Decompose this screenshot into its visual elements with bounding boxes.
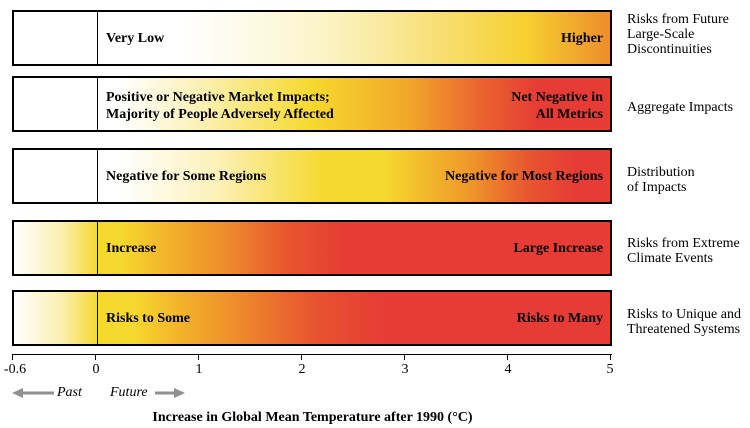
risk-row-discontinuities: Very Low Higher [12, 10, 612, 66]
row-right-label: Risks to Many [516, 311, 603, 326]
zero-divider [97, 150, 98, 202]
future-arrow-icon [155, 388, 185, 398]
risk-row-unique-systems: Risks to Some Risks to Many [12, 290, 612, 346]
x-tick-label: 0 [92, 362, 100, 377]
risk-row-distribution: Negative for Some Regions Negative for M… [12, 148, 612, 204]
row-left-label: Risks to Some [106, 311, 191, 326]
row-left-label: Positive or Negative Market Impacts; Majo… [106, 90, 334, 122]
past-label: Past [57, 385, 82, 400]
risk-row-extreme-events: Increase Large Increase [12, 220, 612, 276]
future-label: Future [110, 385, 148, 400]
x-tick [507, 354, 508, 360]
x-axis-line [12, 354, 612, 355]
past-arrow-icon [12, 388, 54, 398]
past-segment [14, 12, 97, 64]
x-tick-label: 3 [401, 362, 409, 377]
x-tick-label: -0.6 [3, 362, 27, 377]
row-left-label: Increase [106, 241, 157, 256]
row-description: Risks from Future Large-Scale Discontinuit… [627, 12, 729, 57]
x-tick [610, 354, 611, 360]
past-segment [14, 78, 97, 130]
x-tick-label: 2 [298, 362, 306, 377]
x-tick [404, 354, 405, 360]
x-tick [301, 354, 302, 360]
x-axis-title: Increase in Global Mean Temperature afte… [152, 410, 473, 425]
zero-divider [97, 12, 98, 64]
row-description: Risks to Unique and Threatened Systems [627, 307, 741, 337]
row-description: Risks from Extreme Climate Events [627, 236, 740, 266]
row-right-label: Large Increase [513, 241, 603, 256]
x-tick [198, 354, 199, 360]
x-tick-label: 5 [606, 362, 614, 377]
row-left-label: Very Low [106, 31, 165, 46]
x-tick [95, 354, 96, 360]
row-description: Aggregate Impacts [627, 100, 734, 115]
past-segment [14, 150, 97, 202]
x-tick-label: 1 [195, 362, 203, 377]
row-left-label: Negative for Some Regions [106, 169, 267, 184]
row-right-label: Net Negative in All Metrics [511, 90, 603, 122]
zero-divider [97, 292, 98, 344]
row-right-label: Negative for Most Regions [445, 169, 603, 184]
x-tick-label: 4 [504, 362, 512, 377]
row-right-label: Higher [561, 31, 603, 46]
zero-divider [97, 222, 98, 274]
row-description: Distribution of Impacts [627, 165, 695, 195]
x-tick [12, 354, 13, 360]
risk-row-aggregate: Positive or Negative Market Impacts; Majo… [12, 76, 612, 132]
zero-divider [97, 78, 98, 130]
